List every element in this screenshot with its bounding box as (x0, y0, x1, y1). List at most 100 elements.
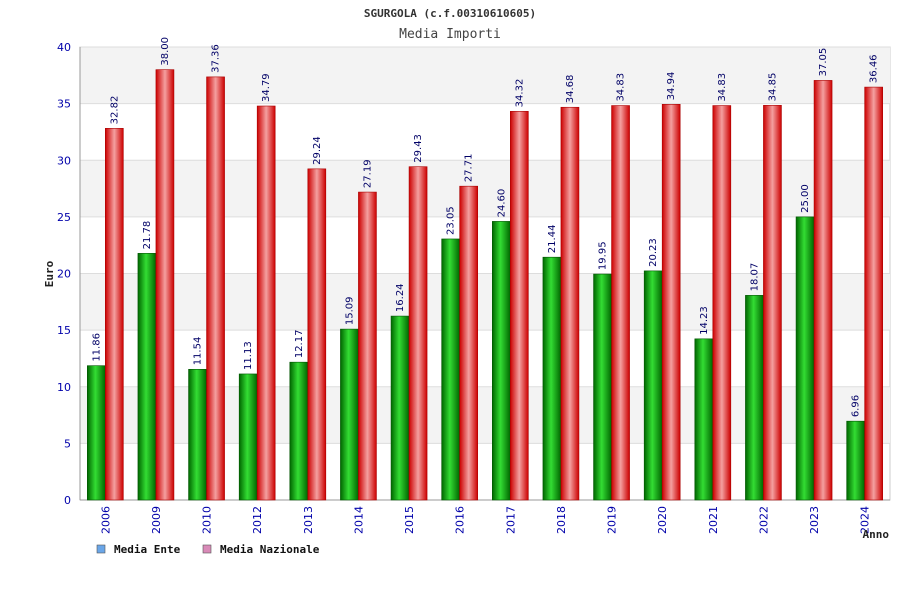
bar-media-nazionale-2019 (611, 105, 630, 501)
value-label-media-ente-2013: 12.17 (294, 330, 305, 359)
y-tick-label: 10 (57, 381, 71, 394)
value-label-media-nazionale-2009: 38.00 (160, 37, 171, 66)
x-axis-ticks: 2006 2009 2010 2012 2013 2014 2015 2016 2017 2018… (99, 506, 871, 534)
bar-media-ente-2014 (340, 328, 359, 501)
value-label-media-nazionale-2020: 34.94 (666, 72, 677, 101)
bar-media-nazionale-2009 (155, 69, 175, 501)
value-label-media-ente-2018: 21.44 (547, 225, 558, 254)
value-label-media-ente-2017: 24.60 (496, 189, 507, 218)
y-axis-label: Euro (43, 260, 56, 287)
bar-media-nazionale-2017 (510, 111, 529, 501)
bar-media-ente-2015 (390, 315, 410, 501)
bar-media-ente-2013 (289, 361, 309, 501)
value-label-media-ente-2012: 11.13 (243, 341, 254, 370)
y-tick-label: 25 (57, 211, 71, 224)
x-axis-label: Anno (863, 528, 890, 541)
bar-media-nazionale-2016 (459, 185, 478, 501)
value-label-media-ente-2015: 16.24 (395, 283, 406, 312)
bar-media-ente-2016 (441, 238, 460, 501)
x-tick-label-2021: 2021 (707, 506, 720, 534)
bars (87, 69, 883, 501)
value-label-media-nazionale-2006: 32.82 (109, 96, 120, 125)
value-label-media-ente-2022: 18.07 (749, 263, 760, 292)
bar-media-ente-2020 (643, 270, 663, 501)
legend-swatch-media-ente (96, 544, 106, 554)
bar-media-ente-2023 (795, 216, 815, 501)
bar-media-ente-2010 (188, 369, 207, 501)
chart-subtitle: Media Importi (399, 27, 501, 42)
value-label-media-ente-2020: 20.23 (648, 238, 659, 267)
y-tick-label: 15 (57, 324, 71, 337)
bar-media-ente-2017 (492, 221, 511, 501)
value-label-media-nazionale-2013: 29.24 (312, 136, 323, 165)
bar-media-nazionale-2021 (712, 105, 732, 501)
x-tick-label-2006: 2006 (99, 506, 112, 534)
chart-title: SGURGOLA (c.f.00310610605) (364, 7, 536, 20)
bar-media-nazionale-2012 (256, 105, 276, 501)
value-label-media-nazionale-2022: 34.85 (767, 73, 778, 102)
legend-swatch-media-nazionale (202, 544, 212, 554)
x-tick-label-2016: 2016 (454, 506, 467, 534)
x-tick-label-2010: 2010 (201, 506, 214, 534)
x-tick-label-2019: 2019 (606, 506, 619, 534)
bar-media-nazionale-2014 (358, 191, 377, 501)
bar-media-nazionale-2022 (763, 105, 782, 501)
value-label-media-nazionale-2024: 36.46 (869, 54, 880, 83)
value-label-media-nazionale-2017: 34.32 (514, 79, 525, 108)
x-tick-label-2012: 2012 (251, 506, 264, 534)
bar-media-nazionale-2023 (813, 80, 833, 501)
legend-label-media-ente: Media Ente (114, 543, 181, 556)
value-label-media-ente-2016: 23.05 (446, 206, 457, 235)
value-label-media-nazionale-2016: 27.71 (464, 154, 475, 183)
bar-media-ente-2006 (87, 365, 106, 501)
value-label-media-nazionale-2010: 37.36 (211, 44, 222, 73)
x-tick-label-2014: 2014 (352, 506, 365, 534)
x-tick-label-2017: 2017 (504, 506, 517, 534)
value-label-media-nazionale-2023: 37.05 (818, 48, 829, 77)
y-tick-label: 5 (64, 437, 71, 450)
bar-media-nazionale-2020 (661, 104, 681, 501)
value-label-media-ente-2021: 14.23 (699, 306, 710, 335)
x-tick-label-2015: 2015 (403, 506, 416, 534)
value-label-media-ente-2009: 21.78 (142, 221, 153, 250)
bar-media-ente-2012 (238, 373, 258, 501)
x-tick-label-2018: 2018 (555, 506, 568, 534)
bar-media-nazionale-2024 (864, 86, 883, 501)
bar-media-ente-2019 (593, 273, 612, 501)
value-label-media-ente-2014: 15.09 (344, 296, 355, 325)
x-tick-label-2022: 2022 (757, 506, 770, 534)
bar-media-nazionale-2018 (560, 106, 580, 501)
bar-media-nazionale-2006 (105, 128, 124, 501)
value-label-media-nazionale-2019: 34.83 (616, 73, 627, 102)
x-tick-label-2020: 2020 (656, 506, 669, 534)
bar-media-ente-2009 (137, 253, 157, 501)
bar-media-ente-2018 (542, 256, 562, 501)
value-label-media-nazionale-2012: 34.79 (261, 73, 272, 102)
y-tick-label: 35 (57, 98, 71, 111)
bar-media-ente-2022 (745, 295, 764, 501)
x-tick-label-2023: 2023 (808, 506, 821, 534)
bar-media-ente-2024 (846, 420, 865, 501)
y-tick-label: 40 (57, 41, 71, 54)
value-label-media-nazionale-2015: 29.43 (413, 134, 424, 163)
value-label-media-nazionale-2021: 34.83 (717, 73, 728, 102)
value-label-media-ente-2006: 11.86 (91, 333, 102, 362)
y-tick-label: 20 (57, 268, 71, 281)
x-tick-label-2009: 2009 (150, 506, 163, 534)
x-tick-label-2024: 2024 (859, 506, 872, 534)
y-tick-label: 30 (57, 154, 71, 167)
y-axis-ticks: 0 5 10 15 20 25 30 35 40 (57, 41, 71, 507)
value-label-media-nazionale-2014: 27.19 (362, 159, 373, 188)
value-label-media-ente-2010: 11.54 (193, 337, 204, 366)
legend: Media Ente Media Nazionale (96, 543, 320, 556)
value-label-media-ente-2024: 6.96 (851, 395, 862, 417)
bar-media-nazionale-2013 (307, 168, 327, 501)
y-tick-label: 0 (64, 494, 71, 507)
value-labels: 11.86 32.82 21.78 38.00 11.54 37.36 11.13 34.79… (91, 37, 879, 417)
x-tick-label-2013: 2013 (302, 506, 315, 534)
value-label-media-nazionale-2018: 34.68 (565, 75, 576, 104)
bar-media-nazionale-2010 (206, 76, 225, 501)
value-label-media-ente-2019: 19.95 (598, 241, 609, 270)
bar-media-nazionale-2015 (408, 166, 428, 501)
